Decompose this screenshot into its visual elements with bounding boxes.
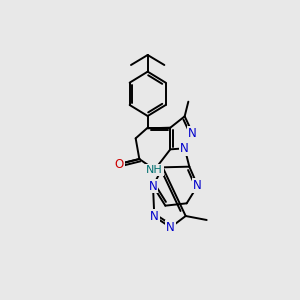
Text: N: N <box>193 179 202 192</box>
Text: NH: NH <box>146 165 163 175</box>
Text: N: N <box>150 210 159 223</box>
Text: N: N <box>166 221 175 234</box>
Text: N: N <box>188 127 197 140</box>
Text: N: N <box>148 179 158 193</box>
Text: N: N <box>180 142 189 155</box>
Text: O: O <box>114 158 124 170</box>
